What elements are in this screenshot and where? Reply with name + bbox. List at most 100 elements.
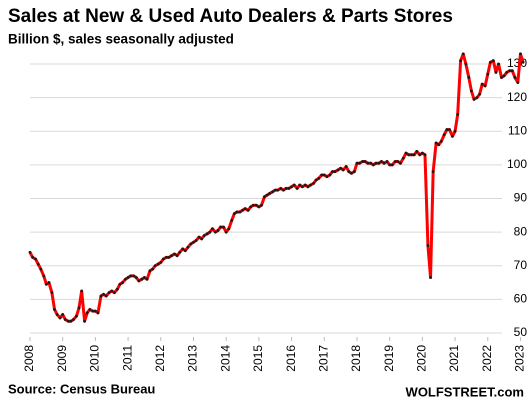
point	[382, 161, 386, 165]
point	[472, 97, 476, 101]
point	[461, 52, 465, 56]
point	[197, 235, 201, 239]
point	[167, 255, 171, 259]
point	[284, 187, 288, 190]
point	[222, 225, 225, 229]
point	[442, 133, 446, 137]
point	[287, 187, 291, 190]
line	[28, 52, 525, 323]
x-tick-label: 2013	[186, 345, 200, 372]
point	[361, 160, 364, 163]
point	[235, 210, 239, 214]
point	[508, 69, 512, 73]
point	[331, 170, 334, 174]
point	[407, 153, 411, 157]
point	[273, 188, 277, 192]
point	[325, 175, 329, 179]
point	[439, 139, 443, 143]
point	[28, 250, 32, 254]
point	[69, 319, 73, 323]
point	[390, 163, 394, 167]
point	[385, 160, 389, 163]
point	[213, 230, 217, 234]
point	[178, 250, 182, 254]
point	[290, 185, 293, 189]
point	[260, 203, 263, 207]
point	[276, 188, 280, 192]
point	[63, 318, 67, 321]
point	[336, 168, 340, 172]
point	[312, 181, 315, 185]
point	[91, 309, 95, 313]
x-tick-label: 2015	[251, 345, 265, 372]
point	[126, 276, 130, 279]
y-tick-label: 60	[514, 292, 528, 306]
point	[459, 59, 463, 63]
point	[140, 277, 144, 281]
point	[279, 187, 283, 190]
point	[467, 76, 471, 79]
point	[102, 292, 105, 296]
point	[377, 161, 381, 165]
point	[380, 160, 383, 163]
point	[61, 313, 65, 316]
point	[388, 163, 392, 167]
point	[227, 227, 231, 231]
point	[426, 244, 430, 247]
x-tick-label: 2008	[22, 345, 36, 372]
point	[257, 205, 261, 209]
point	[341, 168, 345, 172]
point	[181, 247, 185, 251]
point	[265, 193, 269, 197]
point	[453, 129, 457, 133]
point	[104, 294, 108, 298]
point	[519, 52, 522, 56]
point	[333, 170, 337, 174]
point	[298, 183, 302, 187]
point	[246, 208, 250, 212]
point	[445, 128, 449, 131]
point	[72, 318, 75, 321]
x-tick-label: 2023	[513, 345, 527, 372]
point	[80, 289, 84, 293]
point	[494, 71, 498, 74]
point	[230, 218, 234, 222]
point	[500, 76, 503, 79]
point	[510, 69, 514, 73]
point	[437, 143, 441, 147]
point	[451, 134, 454, 138]
y-tick-label: 130	[507, 56, 527, 70]
point	[194, 239, 198, 242]
point	[83, 319, 87, 323]
point	[521, 60, 525, 64]
point	[254, 203, 258, 207]
point	[243, 207, 247, 210]
point	[412, 153, 416, 157]
point	[58, 316, 62, 320]
point	[216, 229, 220, 232]
point	[314, 178, 318, 182]
point	[423, 153, 427, 157]
point	[192, 240, 195, 244]
point	[251, 203, 255, 207]
point	[488, 60, 492, 64]
point	[53, 308, 56, 311]
point	[170, 254, 173, 258]
y-tick-label: 70	[514, 258, 528, 272]
point	[75, 314, 78, 318]
point	[55, 313, 59, 316]
point	[486, 72, 490, 76]
point	[205, 232, 209, 236]
point	[282, 188, 285, 192]
point	[513, 76, 517, 79]
point	[306, 185, 310, 189]
point	[366, 161, 370, 165]
point	[241, 208, 244, 212]
point	[145, 277, 149, 281]
point	[93, 309, 97, 313]
point	[292, 183, 296, 187]
y-tick-label: 80	[514, 224, 528, 238]
point	[393, 160, 397, 163]
point	[232, 212, 236, 216]
